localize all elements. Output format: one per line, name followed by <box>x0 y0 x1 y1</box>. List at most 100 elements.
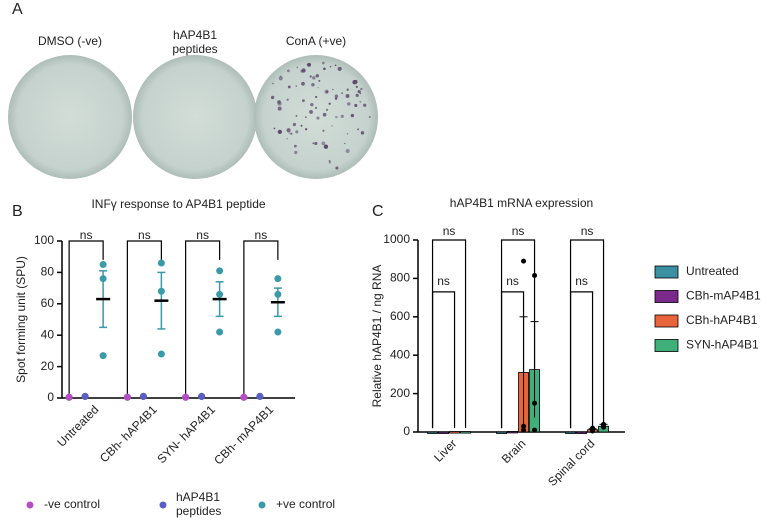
bar <box>460 431 471 434</box>
significance-label: ns <box>80 228 93 242</box>
spot <box>329 65 332 68</box>
x-tick-label: Spinal cord <box>545 436 597 488</box>
spot <box>337 66 342 71</box>
spot <box>290 132 293 135</box>
data-point <box>590 425 596 431</box>
spot <box>272 82 274 85</box>
spot <box>354 103 358 107</box>
data-point <box>216 328 224 336</box>
spot <box>294 150 298 155</box>
x-tick-label: SYN- hAP4B1 <box>154 402 218 466</box>
legend-label: SYN-hAP4B1 <box>686 338 759 352</box>
legend-label: hAP4B1 peptides <box>176 490 222 518</box>
significance-label: ns <box>255 228 268 242</box>
x-tick-label: CBh- mAP4B1 <box>211 402 276 467</box>
legend-marker <box>159 501 167 509</box>
spot <box>307 62 312 67</box>
significance-bracket <box>431 291 456 429</box>
data-point <box>157 259 165 267</box>
spot <box>345 94 350 98</box>
data-point <box>274 328 282 336</box>
spot <box>357 128 360 131</box>
legend-marker <box>26 501 34 509</box>
y-tick-label: 40 <box>41 327 55 341</box>
spot <box>323 144 329 149</box>
spot <box>325 108 329 112</box>
y-tick-label: 200 <box>390 386 410 400</box>
spot <box>355 85 358 88</box>
spot <box>334 94 339 98</box>
spot <box>286 138 288 140</box>
data-point <box>521 258 527 264</box>
spot <box>292 122 297 127</box>
significance-label: ns <box>575 274 588 288</box>
y-tick-label: 400 <box>390 347 410 361</box>
bar <box>449 431 460 434</box>
data-point <box>99 352 107 360</box>
spot <box>301 99 305 103</box>
spot <box>322 112 327 117</box>
spot <box>286 69 290 73</box>
significance-label: ns <box>196 228 209 242</box>
spot <box>335 115 338 119</box>
data-point <box>532 273 538 279</box>
significance-bracket <box>569 291 594 429</box>
spot <box>346 88 349 91</box>
spot <box>359 92 362 95</box>
data-point <box>65 393 73 401</box>
legend-label: -ve control <box>44 497 100 511</box>
spot <box>334 64 337 67</box>
legend-marker <box>258 501 266 509</box>
spot <box>317 87 319 89</box>
significance-bracket <box>431 239 467 429</box>
spot <box>295 85 297 87</box>
spot <box>314 106 318 110</box>
spot <box>300 124 303 127</box>
significance-bracket <box>185 240 221 395</box>
x-tick-label: CBh- hAP4B1 <box>97 402 160 465</box>
y-tick-label: 20 <box>41 359 55 373</box>
spot <box>315 95 318 99</box>
spot <box>277 129 282 134</box>
spot <box>360 131 365 135</box>
x-tick-label: Brain <box>499 436 529 466</box>
spots <box>270 61 371 170</box>
spot <box>314 141 318 146</box>
spot <box>363 103 367 107</box>
spot <box>347 102 351 106</box>
panel-label: A <box>12 1 23 18</box>
significance-label: ns <box>512 224 525 238</box>
significance-label: ns <box>581 224 594 238</box>
spot <box>300 69 304 73</box>
spot <box>340 114 344 118</box>
data-point <box>216 267 224 275</box>
data-point <box>256 392 264 400</box>
data-point <box>139 392 147 400</box>
well-label: DMSO (-ve) <box>38 34 102 48</box>
spot <box>296 66 299 69</box>
spot <box>311 82 315 87</box>
y-tick-label: 100 <box>34 233 54 247</box>
panel-label: C <box>372 203 384 220</box>
spot <box>286 98 289 101</box>
spot <box>321 61 325 65</box>
spot <box>309 75 312 78</box>
spot <box>350 113 355 118</box>
spot <box>341 92 344 95</box>
spot <box>304 128 308 131</box>
spot <box>309 110 313 114</box>
spot <box>321 141 326 146</box>
data-point <box>81 392 89 400</box>
legend-label: CBh-mAP4B1 <box>686 289 761 303</box>
spot <box>344 142 346 145</box>
y-tick-label: 80 <box>41 265 55 279</box>
bar <box>427 431 438 434</box>
well-label: hAP4B1 peptides <box>172 28 218 56</box>
x-tick-label: Liver <box>431 436 459 464</box>
spot <box>355 93 359 98</box>
x-tick-label: Untreated <box>54 402 101 449</box>
spot <box>334 97 338 100</box>
spot <box>316 116 320 120</box>
y-tick-label: 800 <box>390 271 410 285</box>
